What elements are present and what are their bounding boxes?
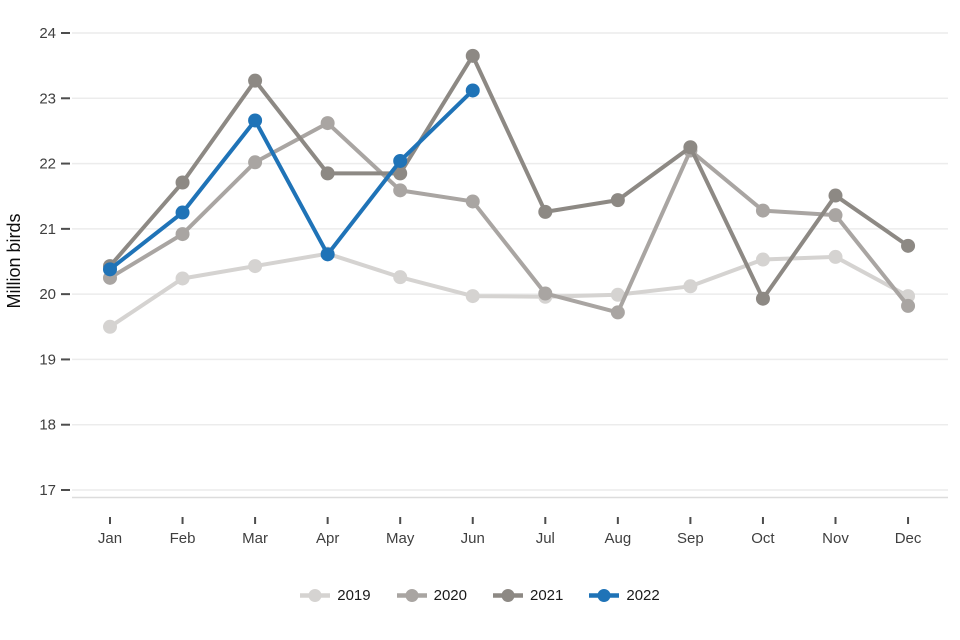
data-point-2020 [465, 194, 480, 209]
y-tick-label: 19 [39, 351, 56, 368]
data-point-2021 [610, 193, 625, 208]
x-tick-label: Dec [895, 530, 922, 547]
data-point-2020 [901, 298, 916, 313]
data-point-2019 [683, 279, 698, 294]
data-point-2021 [248, 73, 263, 88]
data-point-2020 [828, 208, 843, 223]
data-point-2020 [175, 227, 190, 242]
x-tick-label: Aug [604, 530, 631, 547]
x-tick-label: Apr [316, 530, 339, 547]
y-tick-label: 22 [39, 156, 56, 173]
x-tick-label: Jan [98, 530, 122, 547]
data-point-2022 [248, 113, 263, 128]
data-point-2021 [901, 238, 916, 253]
legend: 2019 2020 2021 2022 [0, 587, 960, 603]
data-point-2019 [393, 270, 408, 285]
data-point-2020 [755, 203, 770, 218]
data-point-2022 [175, 205, 190, 220]
data-point-2019 [828, 249, 843, 264]
data-point-2019 [175, 271, 190, 286]
data-point-2021 [465, 48, 480, 63]
legend-item-label: 2019 [337, 587, 371, 604]
data-point-2021 [393, 166, 408, 181]
x-tick-label: Jun [461, 530, 485, 547]
series-2019-line [108, 251, 911, 329]
legend-marker-icon [493, 588, 523, 602]
y-tick-label: 23 [39, 90, 56, 107]
legend-marker-icon [396, 588, 427, 602]
x-tick-label: Nov [822, 530, 849, 547]
x-tick-label: Jul [536, 530, 555, 547]
data-point-2019 [465, 289, 480, 304]
legend-item-2021[interactable]: 2021 [493, 587, 563, 603]
axes: 17 18 19 20 21 22 23 24 Jan Feb Mar Apr May Jun Jul Aug… [39, 25, 948, 547]
data-point-2019 [755, 252, 770, 267]
data-point-2022 [320, 247, 335, 262]
data-point-2021 [538, 204, 553, 219]
legend-item-label: 2020 [433, 587, 467, 604]
data-point-2022 [393, 153, 408, 168]
gridlines [72, 32, 948, 491]
y-tick-label: 20 [39, 286, 56, 303]
legend-marker-icon [300, 588, 331, 602]
legend-item-2020[interactable]: 2020 [396, 587, 467, 604]
data-point-2021 [828, 188, 843, 203]
data-point-2020 [538, 286, 553, 301]
x-tick-label: Sep [677, 530, 704, 547]
data-point-2021 [755, 291, 770, 306]
legend-item-2022[interactable]: 2022 [589, 587, 660, 604]
x-tick-label: Mar [242, 530, 268, 547]
data-point-2020 [393, 183, 408, 198]
legend-item-2019[interactable]: 2019 [300, 587, 371, 604]
series-2022-line [108, 88, 475, 272]
y-tick-label: 18 [39, 417, 56, 434]
data-point-2021 [320, 166, 335, 181]
series-2021-line [108, 53, 911, 301]
data-point-2021 [683, 140, 698, 155]
x-tick-label: Oct [751, 530, 775, 547]
data-point-2019 [103, 319, 117, 334]
data-point-2022 [103, 262, 117, 277]
legend-marker-icon [589, 588, 620, 602]
y-tick-label: 24 [39, 25, 56, 42]
series-2020-line [108, 121, 911, 315]
x-tick-label: Feb [170, 530, 196, 547]
data-point-2019 [248, 259, 263, 274]
y-axis-title: Million birds [4, 213, 24, 308]
legend-item-label: 2021 [530, 587, 564, 604]
legend-item-label: 2022 [626, 587, 660, 604]
y-tick-label: 21 [39, 221, 56, 238]
data-point-2020 [248, 155, 263, 170]
y-tick-label: 17 [39, 482, 56, 499]
data-point-2022 [465, 83, 480, 98]
series-lines [103, 48, 916, 334]
data-point-2019 [610, 287, 625, 302]
data-point-2020 [320, 116, 335, 131]
x-tick-label: May [386, 530, 415, 547]
data-point-2020 [610, 305, 625, 320]
data-point-2021 [175, 175, 190, 190]
